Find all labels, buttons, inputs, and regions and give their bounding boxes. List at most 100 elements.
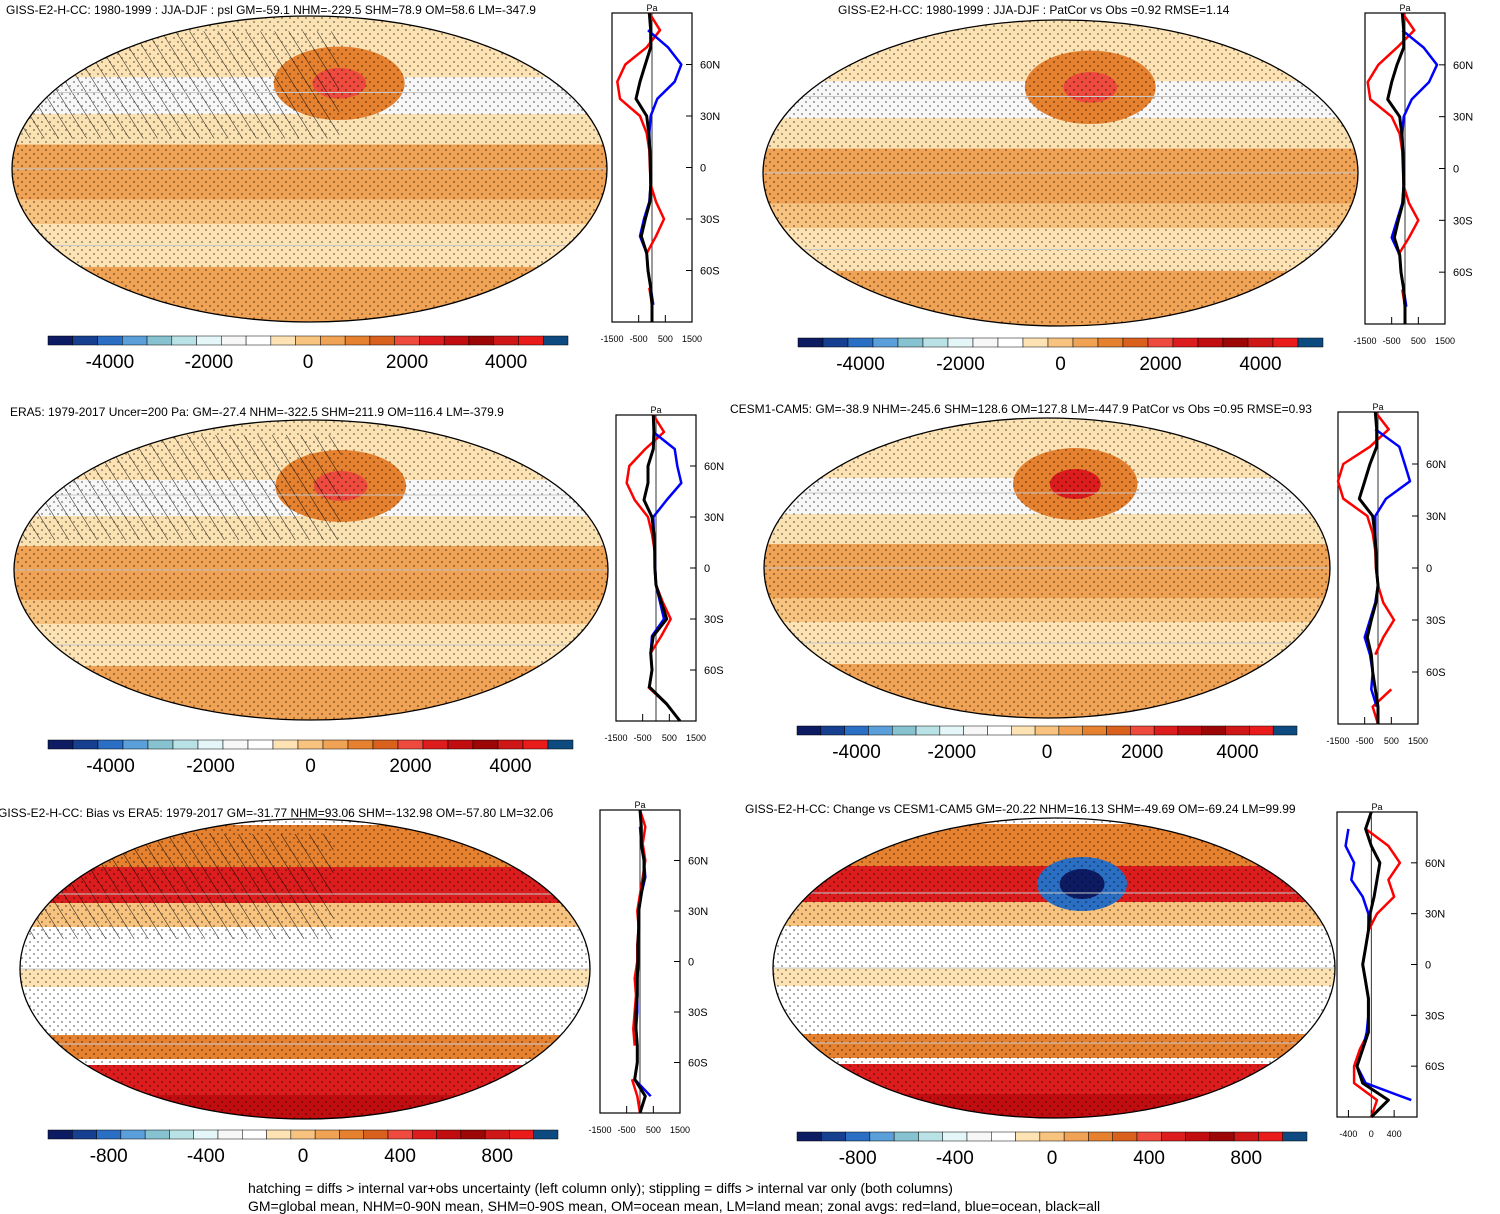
colorbar-swatch	[419, 335, 445, 346]
profile-unit: Pa	[1399, 3, 1410, 13]
profile-ytick-label: 30S	[1425, 1010, 1445, 1022]
colorbar-swatch	[997, 337, 1024, 348]
profile-xtick-label: 500	[658, 334, 673, 344]
profile-xtick-label: -500	[630, 334, 648, 344]
colorbar-swatch	[1197, 337, 1224, 348]
colorbar-swatch	[1297, 337, 1324, 348]
colorbar-swatch	[918, 1131, 943, 1142]
profile-xtick-label: 400	[1387, 1129, 1402, 1139]
colorbar-swatch	[522, 739, 549, 750]
panel-top-left: GISS-E2-H-CC: 1980-1999 : JJA-DJF : psl …	[6, 3, 720, 373]
panel-top-right: GISS-E2-H-CC: 1980-1999 : JJA-DJF : PatC…	[762, 3, 1473, 375]
colorbar-swatch	[394, 335, 420, 346]
zonal-profile: Pa 60N 30N 0 30S 60S -1500 -500 500 1500	[588, 800, 708, 1135]
colorbar-swatch	[72, 335, 98, 346]
colorbar-tick-label: 400	[384, 1146, 416, 1167]
colorbar-swatch	[247, 739, 274, 750]
colorbar-swatch	[97, 335, 123, 346]
map-field	[764, 418, 1330, 718]
colorbar-swatch	[122, 335, 148, 346]
colorbar-swatch	[1106, 725, 1131, 736]
map-field	[763, 20, 1358, 326]
colorbar-swatch	[1058, 725, 1083, 736]
colorbar-swatch	[97, 739, 124, 750]
zonal-series-land	[625, 414, 681, 722]
colorbar-swatch	[533, 1129, 559, 1140]
colorbar-swatch	[171, 335, 197, 346]
colorbar-swatch	[47, 739, 74, 750]
map-outline	[762, 19, 1359, 327]
colorbar-tick-label: -800	[839, 1148, 877, 1169]
colorbar-swatch	[542, 335, 569, 346]
colorbar-tick-label: -2000	[185, 352, 234, 373]
zonal-series-land	[1336, 411, 1396, 725]
colorbar-swatch	[1177, 725, 1203, 736]
colorbar-tick-label: 0	[1042, 742, 1053, 763]
colorbar-swatch	[120, 1129, 146, 1140]
colorbar-tick-label: -4000	[832, 742, 881, 763]
zonal-profile: Pa 60N 30N 0 30S 60S -1500 -500 500 1500	[604, 405, 724, 743]
profile-ytick-label: 30S	[1453, 215, 1473, 227]
colorbar-swatch	[1147, 337, 1174, 348]
profile-ytick-label: 0	[1426, 563, 1432, 575]
panel-bottom-left: GISS-E2-H-CC: Bias vs ERA5: 1979-2017 GM…	[0, 800, 708, 1167]
profile-xtick-label: -1500	[604, 733, 627, 743]
colorbar-swatch	[339, 1129, 364, 1140]
profile-ytick-label: 0	[704, 563, 710, 575]
colorbar-swatch	[196, 335, 222, 346]
profile-ytick-label: 60N	[1425, 858, 1445, 870]
colorbar-tick-label: 0	[298, 1146, 309, 1167]
colorbar-swatch	[868, 725, 893, 736]
zonal-series-all	[633, 809, 647, 1114]
panel-title: GISS-E2-H-CC: 1980-1999 : JJA-DJF : psl …	[6, 3, 536, 17]
map-outline	[772, 817, 1336, 1119]
profile-xtick-label: 0	[1369, 1129, 1374, 1139]
profile-ytick-label: 30N	[1425, 909, 1445, 921]
colorbar-swatch	[1122, 337, 1149, 348]
colorbar-swatch	[821, 1131, 846, 1142]
colorbar-tick-label: 0	[303, 352, 314, 373]
footer-hatching-note: hatching = diffs > internal var+obs unce…	[248, 1180, 953, 1196]
map-outline	[13, 419, 609, 721]
profile-ytick-label: 60S	[688, 1058, 708, 1070]
colorbar-swatch	[1209, 1131, 1235, 1142]
colorbar-swatch	[468, 335, 494, 346]
colorbar-swatch	[845, 1131, 871, 1142]
colorbar-swatch	[297, 739, 324, 750]
zonal-series-all	[1386, 12, 1407, 324]
map-outline	[19, 818, 591, 1120]
colorbar-swatch	[472, 739, 499, 750]
colorbar-swatch	[146, 335, 173, 346]
colorbar-swatch	[1272, 725, 1298, 736]
colorbar-swatch	[915, 725, 941, 736]
zonal-profile: Pa 60N 30N 0 30S 60S -1500 -500 500 1500	[1326, 402, 1446, 746]
profile-xtick-label: -500	[618, 1125, 636, 1135]
colorbar-swatch	[922, 337, 949, 348]
profile-ytick-label: 30N	[704, 512, 724, 524]
colorbar-tick-label: -4000	[836, 354, 885, 375]
colorbar-swatch	[796, 1131, 822, 1142]
colorbar-swatch	[443, 335, 470, 346]
colorbar-swatch	[797, 337, 824, 348]
profile-xtick-label: 1500	[1408, 736, 1428, 746]
colorbar-swatch	[1282, 1131, 1308, 1142]
colorbar-tick-label: -2000	[936, 354, 985, 375]
colorbar-swatch	[72, 1129, 97, 1140]
profile-ytick-label: 60S	[700, 266, 720, 278]
profile-unit: Pa	[1371, 802, 1382, 812]
colorbar: -800 -400 0 400 800	[47, 1129, 559, 1167]
panel-title: CESM1-CAM5: GM=-38.9 NHM=-245.6 SHM=128.…	[730, 402, 1312, 416]
profile-ytick-label: 0	[688, 957, 694, 969]
colorbar-swatch	[320, 335, 346, 346]
colorbar-swatch	[72, 739, 99, 750]
colorbar-tick-label: 2000	[386, 352, 428, 373]
colorbar-swatch	[314, 1129, 340, 1140]
profile-unit: Pa	[1372, 402, 1383, 412]
colorbar-swatch	[939, 725, 964, 736]
colorbar-swatch	[422, 739, 449, 750]
colorbar-swatch	[1072, 337, 1099, 348]
colorbar: -4000 -2000 0 2000 4000	[797, 337, 1324, 375]
colorbar-swatch	[197, 739, 224, 750]
colorbar-swatch	[1161, 1131, 1186, 1142]
panel-title: ERA5: 1979-2017 Uncer=200 Pa: GM=-27.4 N…	[10, 405, 504, 419]
